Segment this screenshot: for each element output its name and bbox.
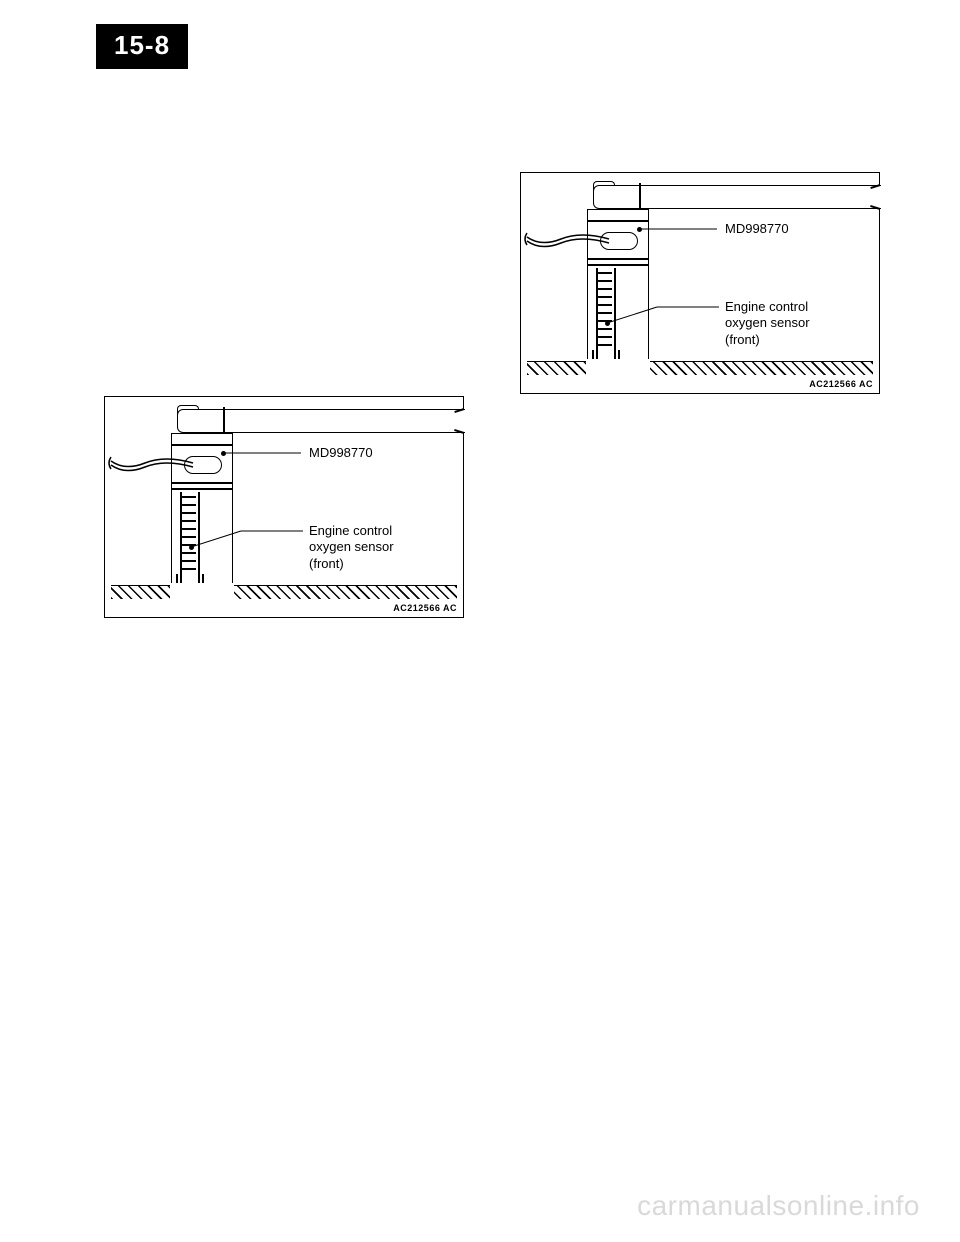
ground-hatch (111, 585, 457, 599)
pointer-line (639, 221, 721, 237)
diagram-inner: MD998770 Engine control oxygen sensor (f… (105, 397, 463, 617)
coil-mark (182, 496, 196, 498)
pointer-line (191, 529, 307, 551)
wrench-handle (593, 185, 881, 209)
wrench-notch (223, 407, 225, 435)
coil-mark (598, 296, 612, 298)
ground-gap (170, 583, 234, 599)
sensor-edge (180, 492, 182, 589)
coil-mark (182, 520, 196, 522)
wrench-handle (177, 409, 465, 433)
socket-ridge (172, 482, 232, 484)
socket-ridge (172, 488, 232, 490)
page-number: 15-8 (96, 24, 188, 69)
coil-mark (598, 272, 612, 274)
pointer-line (607, 305, 723, 327)
watermark: carmanualsonline.info (637, 1190, 920, 1222)
coil-mark (182, 568, 196, 570)
sensor-wire (521, 225, 611, 255)
socket-ridge (588, 258, 648, 260)
coil-mark (598, 288, 612, 290)
sensor-edge (596, 268, 598, 365)
socket-ridge (588, 264, 648, 266)
coil-mark (598, 328, 612, 330)
coil-mark (182, 512, 196, 514)
sensor-label: Engine control oxygen sensor (front) (725, 299, 810, 348)
sensor-wire (105, 449, 195, 479)
coil-mark (598, 336, 612, 338)
coil-mark (182, 560, 196, 562)
image-code: AC212566 AC (809, 379, 873, 389)
coil-mark (182, 552, 196, 554)
ground-hatch (527, 361, 873, 375)
ground-gap (586, 359, 650, 375)
image-code: AC212566 AC (393, 603, 457, 613)
sensor-label: Engine control oxygen sensor (front) (309, 523, 394, 572)
tool-code-label: MD998770 (725, 221, 789, 237)
diagram-right: MD998770 Engine control oxygen sensor (f… (520, 172, 880, 394)
pointer-line (223, 445, 305, 461)
coil-mark (598, 280, 612, 282)
coil-mark (182, 504, 196, 506)
coil-mark (598, 344, 612, 346)
tool-code-label: MD998770 (309, 445, 373, 461)
wrench-notch (639, 183, 641, 211)
diagram-left: MD998770 Engine control oxygen sensor (f… (104, 396, 464, 618)
diagram-inner: MD998770 Engine control oxygen sensor (f… (521, 173, 879, 393)
